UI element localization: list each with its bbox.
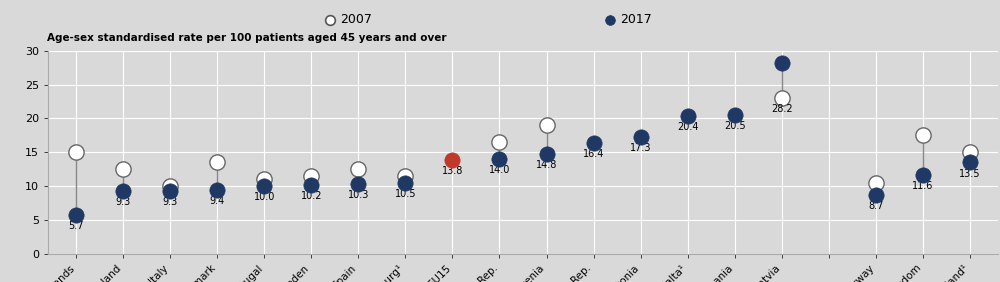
Text: 17.3: 17.3 bbox=[630, 143, 651, 153]
Text: 10.3: 10.3 bbox=[348, 190, 369, 200]
Text: 10.0: 10.0 bbox=[254, 192, 275, 202]
Text: 13.8: 13.8 bbox=[442, 166, 463, 177]
Text: 10.2: 10.2 bbox=[301, 191, 322, 201]
Text: 20.4: 20.4 bbox=[677, 122, 698, 132]
Text: 9.3: 9.3 bbox=[116, 197, 131, 207]
Text: 16.4: 16.4 bbox=[583, 149, 604, 159]
Text: 8.7: 8.7 bbox=[868, 201, 883, 211]
Text: 28.2: 28.2 bbox=[771, 104, 792, 114]
Text: 9.3: 9.3 bbox=[163, 197, 178, 207]
Text: 14.0: 14.0 bbox=[489, 165, 510, 175]
Text: 5.7: 5.7 bbox=[68, 221, 84, 231]
Text: 20.5: 20.5 bbox=[724, 121, 745, 131]
Text: 2017: 2017 bbox=[620, 13, 652, 26]
Text: 10.5: 10.5 bbox=[395, 189, 416, 199]
Text: 13.5: 13.5 bbox=[959, 169, 981, 179]
Text: 14.8: 14.8 bbox=[536, 160, 557, 170]
Text: 9.4: 9.4 bbox=[210, 196, 225, 206]
Text: 2007: 2007 bbox=[340, 13, 372, 26]
Text: Age-sex standardised rate per 100 patients aged 45 years and over: Age-sex standardised rate per 100 patien… bbox=[47, 33, 447, 43]
Text: 11.6: 11.6 bbox=[912, 181, 933, 191]
